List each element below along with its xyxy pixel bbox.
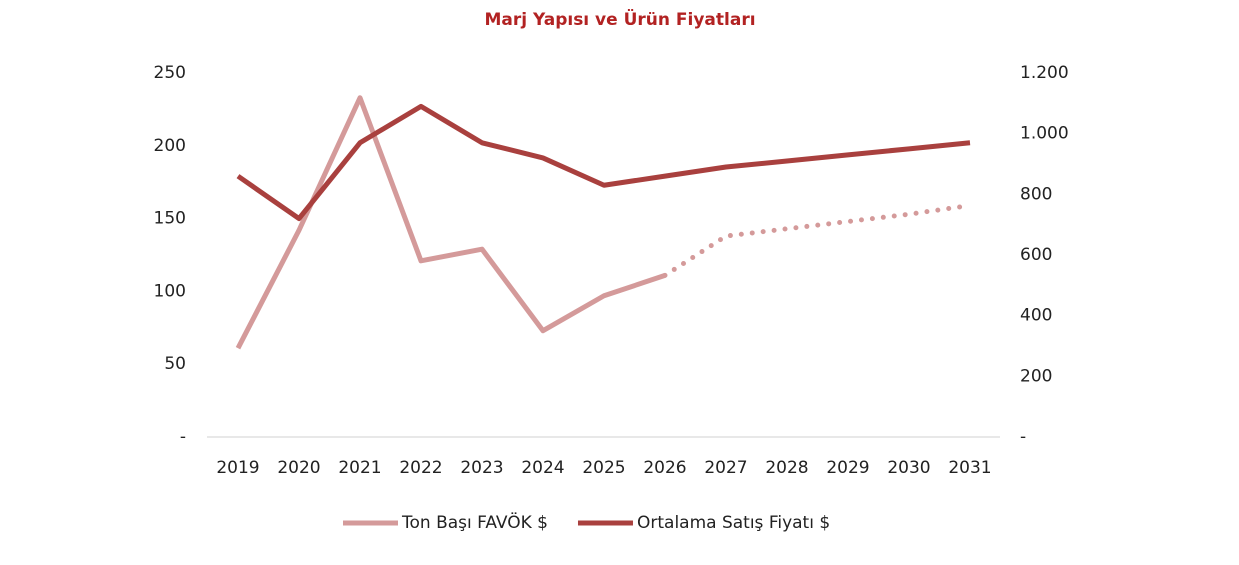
x-tick-label: 2019 xyxy=(216,458,259,478)
y-tick-label: 50 xyxy=(164,354,186,374)
y2-tick-label: 1.000 xyxy=(1020,124,1069,144)
x-tick-label: 2021 xyxy=(338,458,381,478)
x-tick-label: 2024 xyxy=(521,458,564,478)
x-tick-label: 2025 xyxy=(582,458,625,478)
x-tick-label: 2029 xyxy=(826,458,869,478)
y2-tick-label: 800 xyxy=(1020,184,1052,204)
x-tick-label: 2020 xyxy=(277,458,320,478)
y2-tick-label: 400 xyxy=(1020,306,1052,326)
x-tick-label: 2030 xyxy=(887,458,930,478)
y-tick-label: 250 xyxy=(154,63,186,83)
series-line xyxy=(235,95,666,350)
legend-label: Ortalama Satış Fiyatı $ xyxy=(637,513,830,533)
x-tick-label: 2028 xyxy=(765,458,808,478)
y-tick-label: - xyxy=(180,427,186,447)
x-tick-label: 2022 xyxy=(399,458,442,478)
series-line xyxy=(236,103,971,222)
y-tick-label: 150 xyxy=(154,209,186,229)
x-tick-label: 2023 xyxy=(460,458,503,478)
y2-tick-label: - xyxy=(1020,427,1026,447)
y-tick-label: 100 xyxy=(154,281,186,301)
y2-tick-label: 200 xyxy=(1020,366,1052,386)
x-tick-label: 2027 xyxy=(704,458,747,478)
y2-tick-label: 1.200 xyxy=(1020,63,1069,83)
y2-tick-label: 600 xyxy=(1020,245,1052,265)
legend-label: Ton Başı FAVÖK $ xyxy=(401,511,548,533)
x-tick-label: 2031 xyxy=(948,458,991,478)
x-tick-label: 2026 xyxy=(643,458,686,478)
chart-title: Marj Yapısı ve Ürün Fiyatları xyxy=(484,8,755,30)
series-line-dotted xyxy=(662,202,973,278)
y-tick-label: 200 xyxy=(154,136,186,156)
